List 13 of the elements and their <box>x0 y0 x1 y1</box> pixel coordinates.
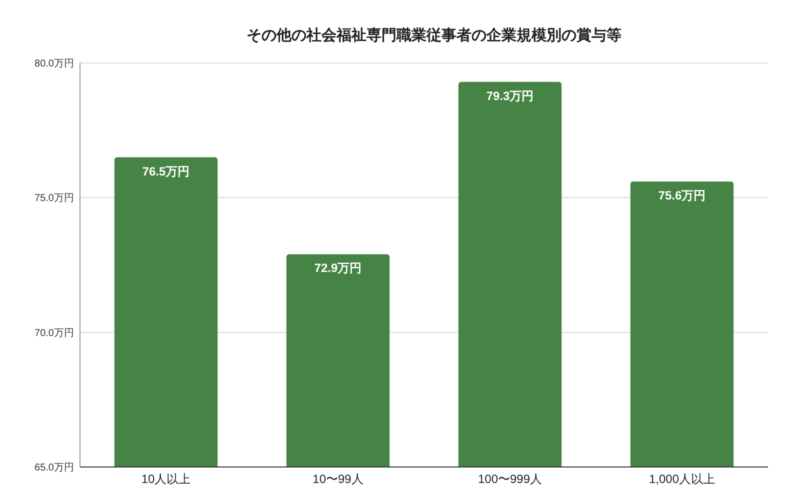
chart-title: その他の社会福祉専門職業従事者の企業規模別の賞与等 <box>246 27 622 44</box>
x-tick-label: 10〜99人 <box>312 472 364 486</box>
y-tick-label: 65.0万円 <box>34 462 74 474</box>
data-label: 75.6万円 <box>658 188 706 203</box>
data-label: 72.9万円 <box>314 261 362 276</box>
x-tick-label: 100〜999人 <box>478 472 542 486</box>
y-tick-label: 75.0万円 <box>34 193 74 204</box>
x-tick-label: 10人以上 <box>141 472 191 486</box>
x-tick-label: 1,000人以上 <box>648 472 716 486</box>
y-tick-label: 70.0万円 <box>34 328 74 339</box>
y-tick-label: 80.0万円 <box>34 58 74 70</box>
data-label: 79.3万円 <box>486 88 534 103</box>
data-label: 76.5万円 <box>142 164 190 178</box>
